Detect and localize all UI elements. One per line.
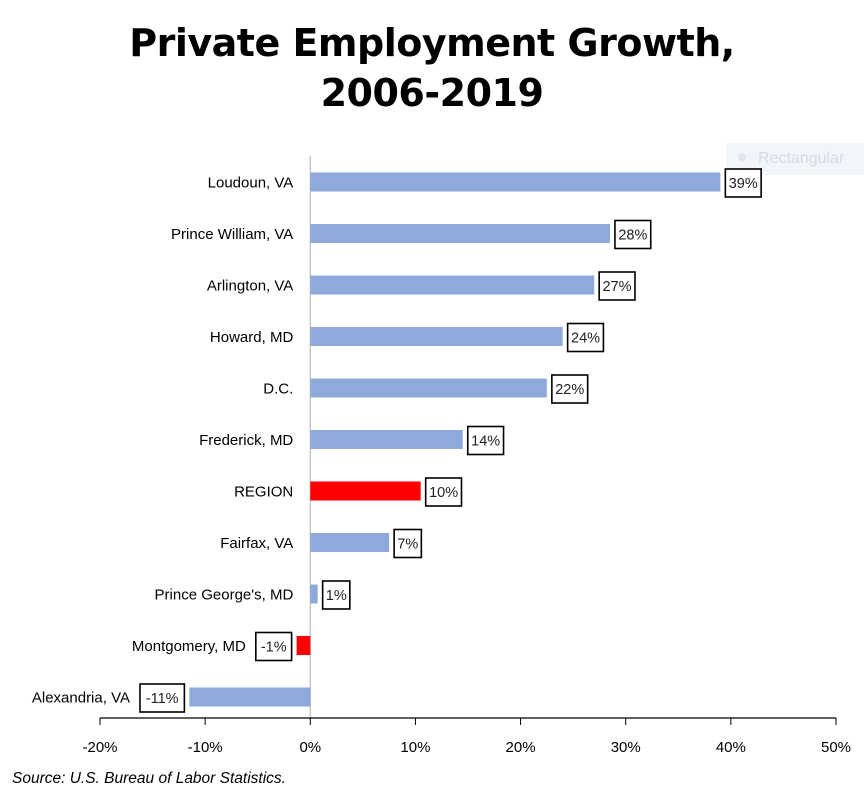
data-label-box [424,477,463,507]
category-label: Montgomery, MD [132,638,246,655]
category-label: D.C. [263,381,293,398]
bar [296,636,311,655]
chart-title-line-1: Private Employment Growth, [129,21,735,65]
data-label-box [139,683,186,713]
data-label-box [255,631,293,662]
x-tick-label: 30% [611,739,641,756]
bullet-dot-icon [738,153,746,161]
data-label-box [466,425,505,456]
category-label: Loudoun, VA [208,175,294,192]
category-label: REGION [234,484,293,501]
data-label-box [614,219,652,250]
data-label: 28% [618,228,647,244]
data-label: -11% [146,691,179,707]
data-label: 39% [729,176,758,192]
data-label-box [393,528,423,559]
x-tick-label: 20% [506,739,536,756]
category-label: Fairfax, VA [220,535,293,552]
category-label: Howard, MD [210,329,294,346]
category-label: Alexandria, VA [32,690,130,707]
bar [310,430,463,449]
x-tick-label: -10% [188,739,223,756]
category-label: Arlington, VA [207,278,293,295]
data-label: 24% [571,331,600,347]
bar [310,224,610,243]
bar [310,533,390,552]
bar [310,172,721,192]
bar [310,481,421,501]
data-label-box [551,374,589,404]
data-label: 1% [326,588,347,604]
data-label: -1% [261,640,287,656]
x-tick-label: 10% [400,739,430,756]
data-label-box [598,271,636,301]
category-label: Frederick, MD [199,432,293,449]
data-label-box [566,322,605,353]
data-label-box [321,580,351,610]
data-label: 10% [429,485,458,501]
bar [310,378,547,398]
chart-title: Private Employment Growth, 2006-2019 [0,18,864,118]
data-label-box [724,168,762,198]
bar [310,275,595,295]
stray-shape-text: Rectangular [758,150,845,167]
category-label: Prince William, VA [171,226,293,243]
bar [189,687,311,707]
data-label: 14% [471,434,500,450]
source-note: Source: U.S. Bureau of Labor Statistics. [12,770,286,787]
x-tick-label: 0% [299,739,321,756]
data-label: 7% [397,537,418,553]
x-tick-label: 40% [716,739,746,756]
data-label: 22% [555,382,584,398]
x-tick-label: -20% [82,739,117,756]
category-label: Prince George's, MD [155,587,294,604]
bar [310,327,563,346]
x-tick-label: 50% [821,739,851,756]
chart-title-line-2: 2006-2019 [320,71,544,115]
bar [310,584,318,604]
data-label: 27% [603,279,632,295]
